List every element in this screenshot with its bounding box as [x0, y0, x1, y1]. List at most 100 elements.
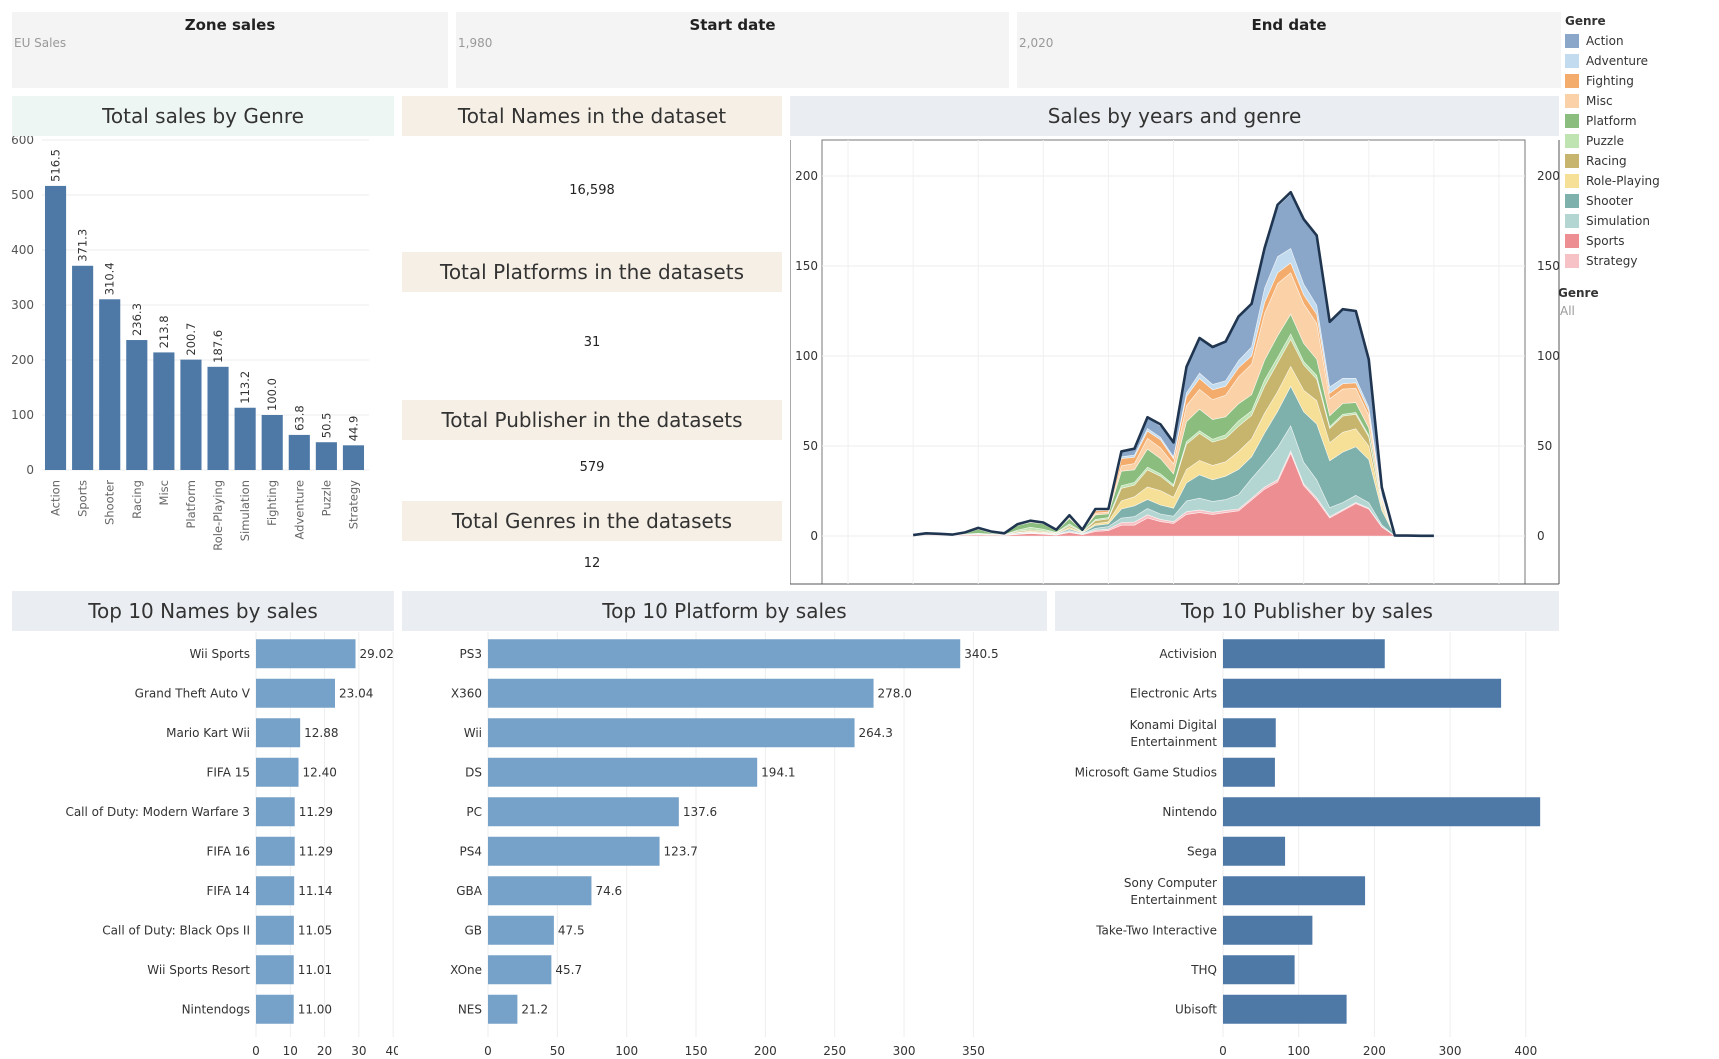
legend-item[interactable]: Action	[1565, 31, 1715, 51]
data-label: 113.2	[238, 371, 252, 404]
category-label: FIFA 15	[206, 765, 250, 779]
y-tick-label: 500	[11, 188, 34, 202]
legend-swatch	[1565, 254, 1579, 268]
y-tick-label-right: 150	[1537, 259, 1560, 273]
bar	[1223, 876, 1366, 906]
start-date-value: 1,980	[458, 36, 493, 50]
data-label: 264.3	[859, 726, 893, 740]
legend-item[interactable]: Platform	[1565, 111, 1715, 131]
y-tick-label: 50	[803, 439, 818, 453]
legend-item[interactable]: Sports	[1565, 231, 1715, 251]
x-tick-label: 0	[484, 1044, 492, 1058]
genre-bar-title: Total sales by Genre	[12, 96, 394, 136]
legend-item[interactable]: Adventure	[1565, 51, 1715, 71]
data-label: 200.7	[184, 323, 198, 356]
y-tick-label-right: 0	[1537, 529, 1545, 543]
data-label: 100.0	[265, 378, 279, 411]
category-label: Konami Digital	[1130, 718, 1217, 732]
top-platforms-title: Top 10 Platform by sales	[402, 591, 1047, 631]
bar	[256, 639, 356, 669]
legend-label: Puzzle	[1586, 134, 1624, 148]
genre-legend: Genre Action Adventure Fighting Misc Platfor…	[1565, 14, 1715, 271]
category-label: FIFA 14	[206, 884, 250, 898]
x-tick-label: 0	[1219, 1044, 1227, 1058]
legend-swatch	[1565, 154, 1579, 168]
bar	[488, 915, 554, 945]
genres-kpi-title: Total Genres in the datasets	[402, 501, 782, 541]
x-tick-label: 400	[1514, 1044, 1537, 1058]
legend-item[interactable]: Misc	[1565, 91, 1715, 111]
legend-swatch	[1565, 74, 1579, 88]
category-label: Nintendogs	[182, 1002, 250, 1016]
bar	[1223, 757, 1275, 787]
data-label: 371.3	[76, 229, 90, 262]
category-label: Call of Duty: Black Ops II	[102, 923, 250, 937]
category-label: Wii	[464, 726, 482, 740]
category-label: GB	[464, 923, 482, 937]
category-label: PS3	[460, 647, 483, 661]
bar	[1223, 915, 1313, 945]
genre-filter-value[interactable]: All	[1560, 304, 1575, 318]
data-label: 213.8	[157, 315, 171, 348]
category-label: Grand Theft Auto V	[135, 686, 251, 700]
category-label: Take-Two Interactive	[1095, 923, 1217, 937]
category-label: FIFA 16	[206, 844, 250, 858]
legend-label: Fighting	[1586, 74, 1634, 88]
data-label: 11.14	[298, 884, 332, 898]
category-label: PS4	[460, 844, 483, 858]
legend-item[interactable]: Strategy	[1565, 251, 1715, 271]
bar	[1223, 639, 1385, 669]
legend-item[interactable]: Puzzle	[1565, 131, 1715, 151]
bar	[1223, 678, 1502, 708]
legend-item[interactable]: Racing	[1565, 151, 1715, 171]
end-date-filter[interactable]: End date 2,020	[1017, 12, 1561, 88]
x-tick-label: 10	[283, 1044, 298, 1058]
bar	[256, 718, 301, 748]
data-label: 137.6	[683, 805, 717, 819]
category-label: Fighting	[265, 480, 279, 526]
bar	[288, 434, 310, 470]
zone-sales-value: EU Sales	[14, 36, 67, 50]
bar	[1223, 836, 1286, 866]
legend-item[interactable]: Simulation	[1565, 211, 1715, 231]
legend-swatch	[1565, 134, 1579, 148]
bar	[488, 797, 679, 827]
data-label: 12.88	[304, 726, 338, 740]
area-chart: 1975198019851990199520002005201020152020…	[790, 139, 1560, 585]
platforms-kpi-title: Total Platforms in the datasets	[402, 252, 782, 292]
start-date-filter[interactable]: Start date 1,980	[456, 12, 1009, 88]
legend-item[interactable]: Shooter	[1565, 191, 1715, 211]
bar	[261, 415, 283, 470]
legend-item[interactable]: Role-Playing	[1565, 171, 1715, 191]
legend-swatch	[1565, 174, 1579, 188]
bar	[256, 797, 295, 827]
y-tick-label: 100	[11, 408, 34, 422]
legend-item[interactable]: Fighting	[1565, 71, 1715, 91]
bar	[1223, 797, 1541, 827]
category-label: THQ	[1190, 963, 1217, 977]
data-label: 516.5	[49, 149, 63, 182]
y-tick-label-right: 200	[1537, 169, 1560, 183]
publishers-kpi-value: 579	[579, 460, 605, 475]
data-label: 236.3	[130, 303, 144, 336]
bar	[488, 836, 660, 866]
category-label: Wii Sports	[189, 647, 250, 661]
y-tick-label: 200	[795, 169, 818, 183]
bar	[256, 876, 295, 906]
data-label: 11.05	[298, 923, 332, 937]
x-tick-label: 30	[351, 1044, 366, 1058]
legend-label: Sports	[1586, 234, 1625, 248]
legend-label: Adventure	[1586, 54, 1649, 68]
bar	[256, 994, 294, 1024]
bar	[1223, 994, 1347, 1024]
end-date-label: End date	[1251, 16, 1327, 34]
x-tick-label: 0	[252, 1044, 260, 1058]
bar	[234, 407, 256, 470]
bar	[44, 185, 67, 471]
x-tick-label: 50	[550, 1044, 565, 1058]
category-label: Racing	[130, 480, 144, 519]
data-label: 123.7	[664, 844, 698, 858]
bar	[256, 955, 294, 985]
zone-sales-filter[interactable]: Zone sales EU Sales	[12, 12, 448, 88]
y-tick-label: 200	[11, 353, 34, 367]
